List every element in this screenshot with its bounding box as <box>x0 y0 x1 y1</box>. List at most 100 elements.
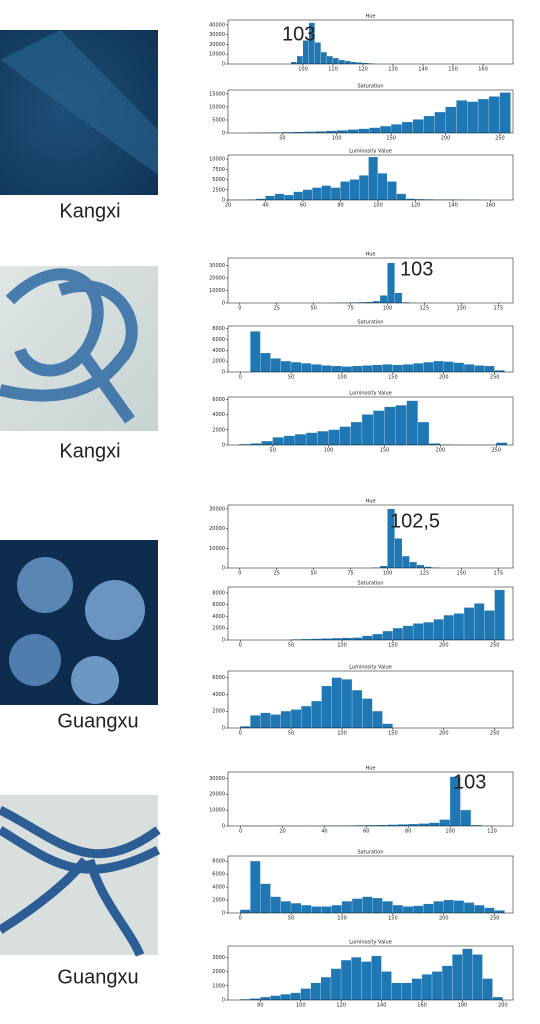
y-tick-label: 20000 <box>209 526 225 532</box>
y-tick-label: 2500 <box>212 187 225 193</box>
x-tick-label: 100 <box>296 1003 306 1009</box>
bar <box>474 905 485 913</box>
annotation: 103 <box>400 258 433 280</box>
bar <box>489 96 500 133</box>
x-tick-label: 0 <box>239 731 242 737</box>
bar <box>283 435 295 445</box>
bar <box>320 977 331 1000</box>
bar <box>406 198 416 200</box>
chart-title: Saturation <box>357 320 383 326</box>
x-tick-label: 100 <box>332 136 342 142</box>
bar <box>394 538 402 568</box>
bar <box>371 955 382 1000</box>
x-tick-label: 150 <box>380 448 390 454</box>
y-tick-label: 0 <box>222 566 225 572</box>
bar <box>394 293 402 303</box>
y-tick-label: 40000 <box>209 22 225 28</box>
y-tick-label: 1000 <box>212 983 225 989</box>
bar <box>460 810 471 826</box>
bar <box>382 901 393 913</box>
bar <box>280 361 291 372</box>
x-tick-label: 100 <box>445 829 455 835</box>
x-tick-label: 140 <box>418 67 428 73</box>
x-tick-label: 0 <box>239 829 242 835</box>
bar <box>397 824 408 826</box>
bar <box>310 982 321 1000</box>
x-tick-label: 20 <box>279 829 285 835</box>
bar <box>240 909 251 913</box>
bar <box>376 825 387 826</box>
x-tick-label: 75 <box>347 571 353 577</box>
annotation: 103 <box>282 23 315 45</box>
x-tick-label: 150 <box>388 916 398 922</box>
x-tick-label: 40 <box>321 829 327 835</box>
bar <box>382 723 393 728</box>
bar <box>423 903 434 913</box>
bar <box>315 131 326 133</box>
bar <box>270 995 281 1000</box>
x-tick-label: 250 <box>491 448 501 454</box>
bar <box>355 825 367 826</box>
bar <box>304 131 315 133</box>
bar <box>484 610 495 640</box>
bar <box>362 896 373 913</box>
bar <box>331 187 341 200</box>
plot-frame <box>227 504 514 569</box>
bar <box>464 902 475 913</box>
x-tick-label: 50 <box>270 448 276 454</box>
bar <box>439 819 450 826</box>
x-tick-label: 120 <box>358 67 368 73</box>
bar <box>422 974 432 1000</box>
bar <box>293 191 303 200</box>
chart-title: Luminosity Value <box>349 665 392 671</box>
bar <box>250 998 261 1000</box>
bar <box>402 556 410 568</box>
x-tick-label: 25 <box>274 306 280 312</box>
bar <box>297 56 303 64</box>
bar <box>250 861 261 913</box>
bar <box>261 441 273 445</box>
bar <box>372 711 383 728</box>
y-tick-label: 5000 <box>212 117 225 123</box>
y-tick-label: 0 <box>222 370 225 376</box>
y-tick-label: 20000 <box>209 792 225 798</box>
bar <box>482 978 493 1000</box>
panel-label: Kangxi <box>59 200 120 222</box>
bar <box>345 61 351 64</box>
y-tick-label: 7500 <box>212 167 225 173</box>
x-tick-label: 50 <box>288 916 294 922</box>
y-tick-label: 3000 <box>212 955 225 961</box>
bar <box>417 565 425 568</box>
x-tick-label: 200 <box>441 136 451 142</box>
plot-frame <box>227 771 514 827</box>
bar <box>429 822 440 826</box>
bar <box>382 364 393 372</box>
bar <box>433 361 444 372</box>
x-tick-label: 100 <box>324 448 334 454</box>
x-tick-label: 125 <box>420 571 430 577</box>
y-tick-label: 0 <box>222 911 225 917</box>
bar <box>311 364 322 372</box>
y-tick-label: 8000 <box>212 590 225 596</box>
bar <box>362 365 373 372</box>
bar <box>423 622 434 640</box>
chart-title: Luminosity Value <box>349 391 392 397</box>
bar <box>450 776 461 826</box>
bar <box>433 619 444 640</box>
bar <box>301 363 312 372</box>
y-tick-label: 10000 <box>209 157 225 163</box>
x-tick-label: 200 <box>498 1003 508 1009</box>
bar <box>321 638 332 640</box>
x-tick-label: 175 <box>493 571 503 577</box>
bar <box>349 179 359 200</box>
x-tick-label: 130 <box>388 67 398 73</box>
bar <box>331 677 342 728</box>
plot-frame <box>227 19 514 65</box>
bar <box>363 63 369 64</box>
bar <box>415 199 425 200</box>
x-tick-label: 180 <box>458 1003 468 1009</box>
x-tick-label: 100 <box>337 375 347 381</box>
x-tick-label: 0 <box>239 643 242 649</box>
x-tick-label: 0 <box>239 375 242 381</box>
x-tick-label: 150 <box>457 306 467 312</box>
